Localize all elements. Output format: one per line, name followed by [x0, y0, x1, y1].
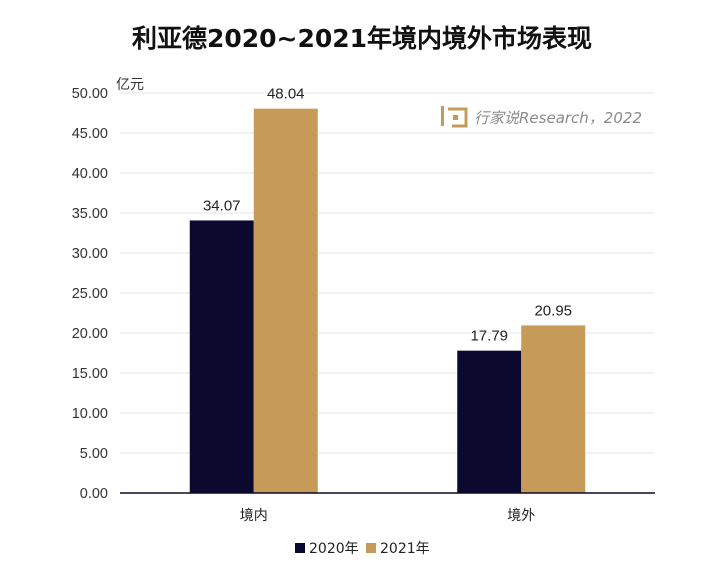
- y-tick-label: 10.00: [72, 406, 108, 422]
- x-axis-categories: 境内 境外: [240, 508, 536, 524]
- watermark-text: 行家说Research，2022: [474, 109, 642, 127]
- legend-label: 2021年: [380, 541, 430, 557]
- y-axis-unit: 亿元: [116, 77, 144, 93]
- watermark-logo-icon: [441, 106, 468, 128]
- data-label: 20.95: [534, 302, 572, 319]
- bar-1-2: [253, 108, 318, 494]
- bar-2-1: [457, 350, 522, 493]
- legend: 2020年 2021年: [295, 541, 430, 557]
- x-category-label: 境内: [240, 508, 268, 524]
- legend-swatch: [366, 543, 376, 553]
- y-tick-label: 20.00: [72, 326, 108, 342]
- data-label: 34.07: [203, 197, 241, 214]
- y-tick-label: 40.00: [72, 166, 108, 182]
- chart-title: 利亚德2020~2021年境内境外市场表现: [132, 24, 592, 53]
- legend-swatch: [295, 543, 305, 553]
- y-tick-label: 45.00: [72, 126, 108, 142]
- bars: [189, 108, 586, 494]
- y-tick-label: 50.00: [72, 86, 108, 102]
- x-category-label: 境外: [507, 508, 535, 524]
- y-tick-label: 15.00: [72, 366, 108, 382]
- data-label: 17.79: [470, 328, 508, 345]
- data-label: 48.04: [267, 86, 305, 103]
- y-tick-label: 30.00: [72, 246, 108, 262]
- data-labels: 34.07 48.04 17.79 20.95: [203, 86, 572, 345]
- y-tick-label: 0.00: [80, 486, 108, 502]
- y-tick-label: 35.00: [72, 206, 108, 222]
- y-axis-ticks: 0.00 5.00 10.00 15.00 20.00 25.00 30.00 35.00 40…: [72, 86, 108, 502]
- y-tick-label: 25.00: [72, 286, 108, 302]
- legend-label: 2020年: [309, 541, 359, 557]
- y-tick-label: 5.00: [80, 446, 108, 462]
- bar-1-1: [189, 220, 254, 493]
- bar-2-2: [521, 325, 586, 493]
- watermark: 行家说Research，2022: [441, 106, 642, 128]
